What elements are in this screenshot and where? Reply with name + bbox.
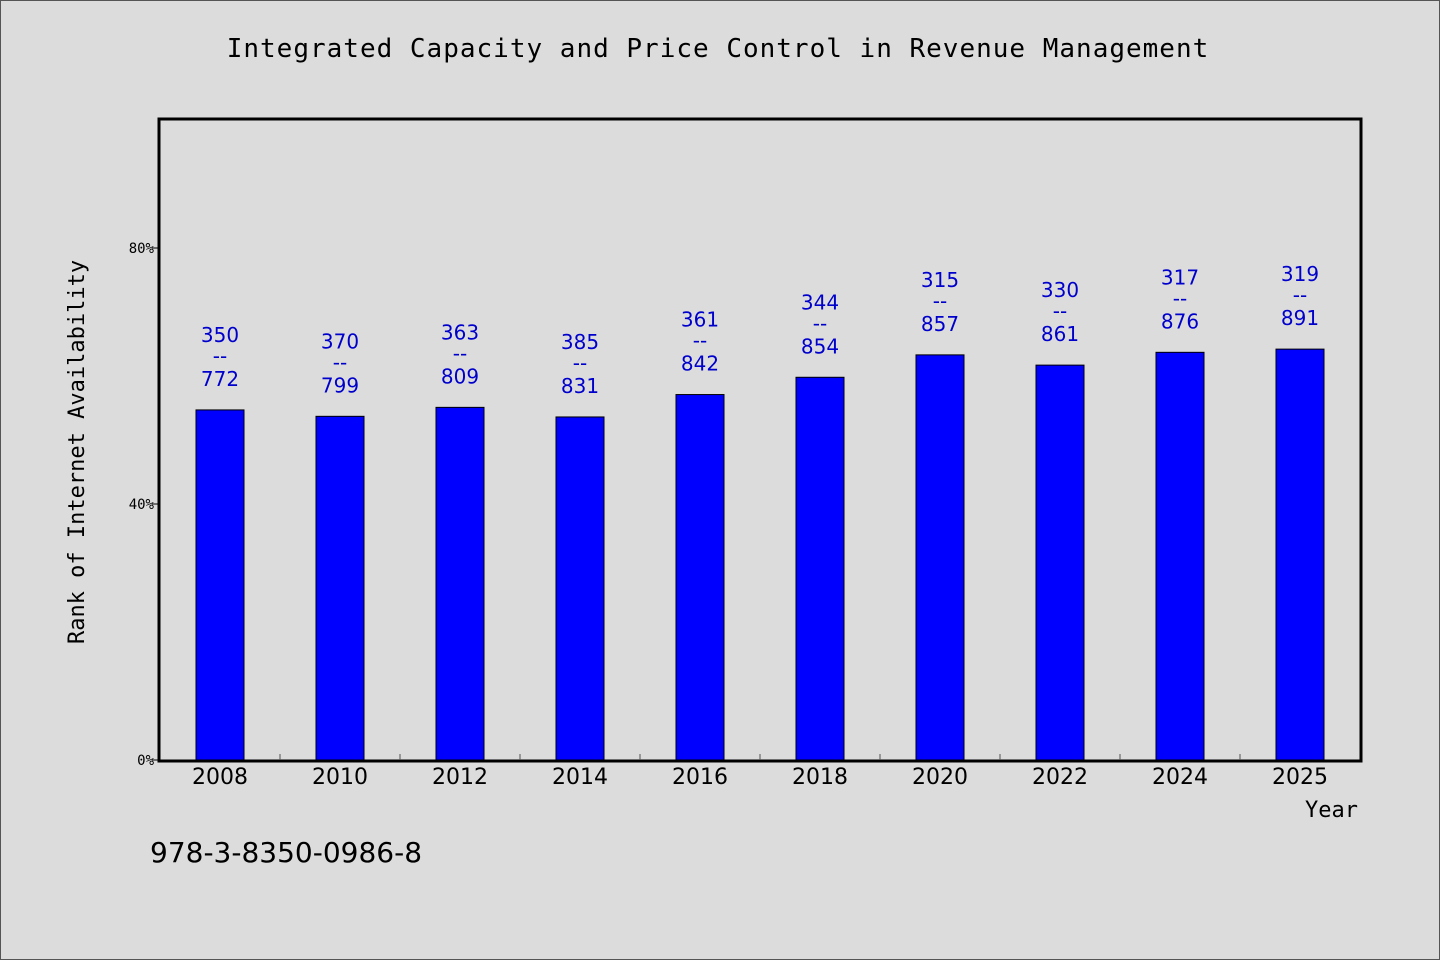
bar-2008 <box>195 409 245 761</box>
data-label-separator-2010: -- <box>333 350 347 374</box>
x-tick-label-2022: 2022 <box>1032 765 1088 790</box>
bars-layer <box>195 348 1325 761</box>
x-tick-label-2008: 2008 <box>192 765 248 790</box>
data-label-top-2018: 344 <box>801 290 839 314</box>
data-label-separator-2020: -- <box>933 289 947 313</box>
bar-2020 <box>915 354 965 761</box>
y-tick-label-2: 80% <box>129 241 155 257</box>
data-label-top-2010: 370 <box>321 329 359 353</box>
data-label-bottom-2020: 857 <box>921 312 959 336</box>
bar-2012 <box>435 406 485 761</box>
data-label-separator-2024: -- <box>1173 286 1187 310</box>
x-tick-label-2016: 2016 <box>672 765 728 790</box>
x-tick-label-2018: 2018 <box>792 765 848 790</box>
data-label-separator-2025: -- <box>1293 283 1307 307</box>
y-tick-label-0: 0% <box>137 753 154 769</box>
data-label-separator-2012: -- <box>453 341 467 365</box>
data-label-bottom-2018: 854 <box>801 334 839 358</box>
x-tick-label-2012: 2012 <box>432 765 488 790</box>
data-label-top-2016: 361 <box>681 308 719 332</box>
data-label-top-2024: 317 <box>1161 265 1199 289</box>
x-axis-label: Year <box>1305 798 1358 823</box>
y-axis-label: Rank of Internet Availability <box>65 260 90 644</box>
axis-layer: 0% 40% 80% <box>129 241 1241 769</box>
data-label-bottom-2022: 861 <box>1041 322 1079 346</box>
x-tick-label-2024: 2024 <box>1152 765 1208 790</box>
data-label-top-2014: 385 <box>561 330 599 354</box>
bar-2022 <box>1035 364 1085 761</box>
data-label-separator-2022: -- <box>1053 299 1067 323</box>
data-label-bottom-2025: 891 <box>1281 306 1319 330</box>
isbn-label: 978-3-8350-0986-8 <box>150 836 423 869</box>
data-label-top-2025: 319 <box>1281 262 1319 286</box>
data-label-separator-2018: -- <box>813 311 827 335</box>
data-label-bottom-2016: 842 <box>681 352 719 376</box>
data-label-bottom-2010: 799 <box>321 373 359 397</box>
bar-2018 <box>795 376 845 761</box>
data-label-bottom-2012: 809 <box>441 364 479 388</box>
data-label-separator-2008: -- <box>213 344 227 368</box>
data-label-bottom-2024: 876 <box>1161 309 1199 333</box>
chart-title: Integrated Capacity and Price Control in… <box>226 34 1210 64</box>
bar-2010 <box>315 415 365 761</box>
data-label-top-2008: 350 <box>201 323 239 347</box>
x-tick-label-2010: 2010 <box>312 765 368 790</box>
bar-2014 <box>555 416 605 761</box>
bar-2024 <box>1155 351 1205 761</box>
x-tick-label-2020: 2020 <box>912 765 968 790</box>
x-tick-label-2014: 2014 <box>552 765 608 790</box>
data-label-separator-2014: -- <box>573 351 587 375</box>
data-label-separator-2016: -- <box>693 329 707 353</box>
x-tick-label-2025: 2025 <box>1272 765 1328 790</box>
data-label-top-2022: 330 <box>1041 278 1079 302</box>
y-tick-label-1: 40% <box>129 497 155 513</box>
bar-2016 <box>675 394 725 761</box>
data-label-top-2020: 315 <box>921 268 959 292</box>
data-label-top-2012: 363 <box>441 320 479 344</box>
plot-area-border <box>157 117 1363 763</box>
labels-layer: 2008350--7722010370--7992012363--8092014… <box>192 262 1328 790</box>
bar-2025 <box>1275 348 1325 761</box>
data-label-bottom-2008: 772 <box>201 367 239 391</box>
data-label-bottom-2014: 831 <box>561 374 599 398</box>
